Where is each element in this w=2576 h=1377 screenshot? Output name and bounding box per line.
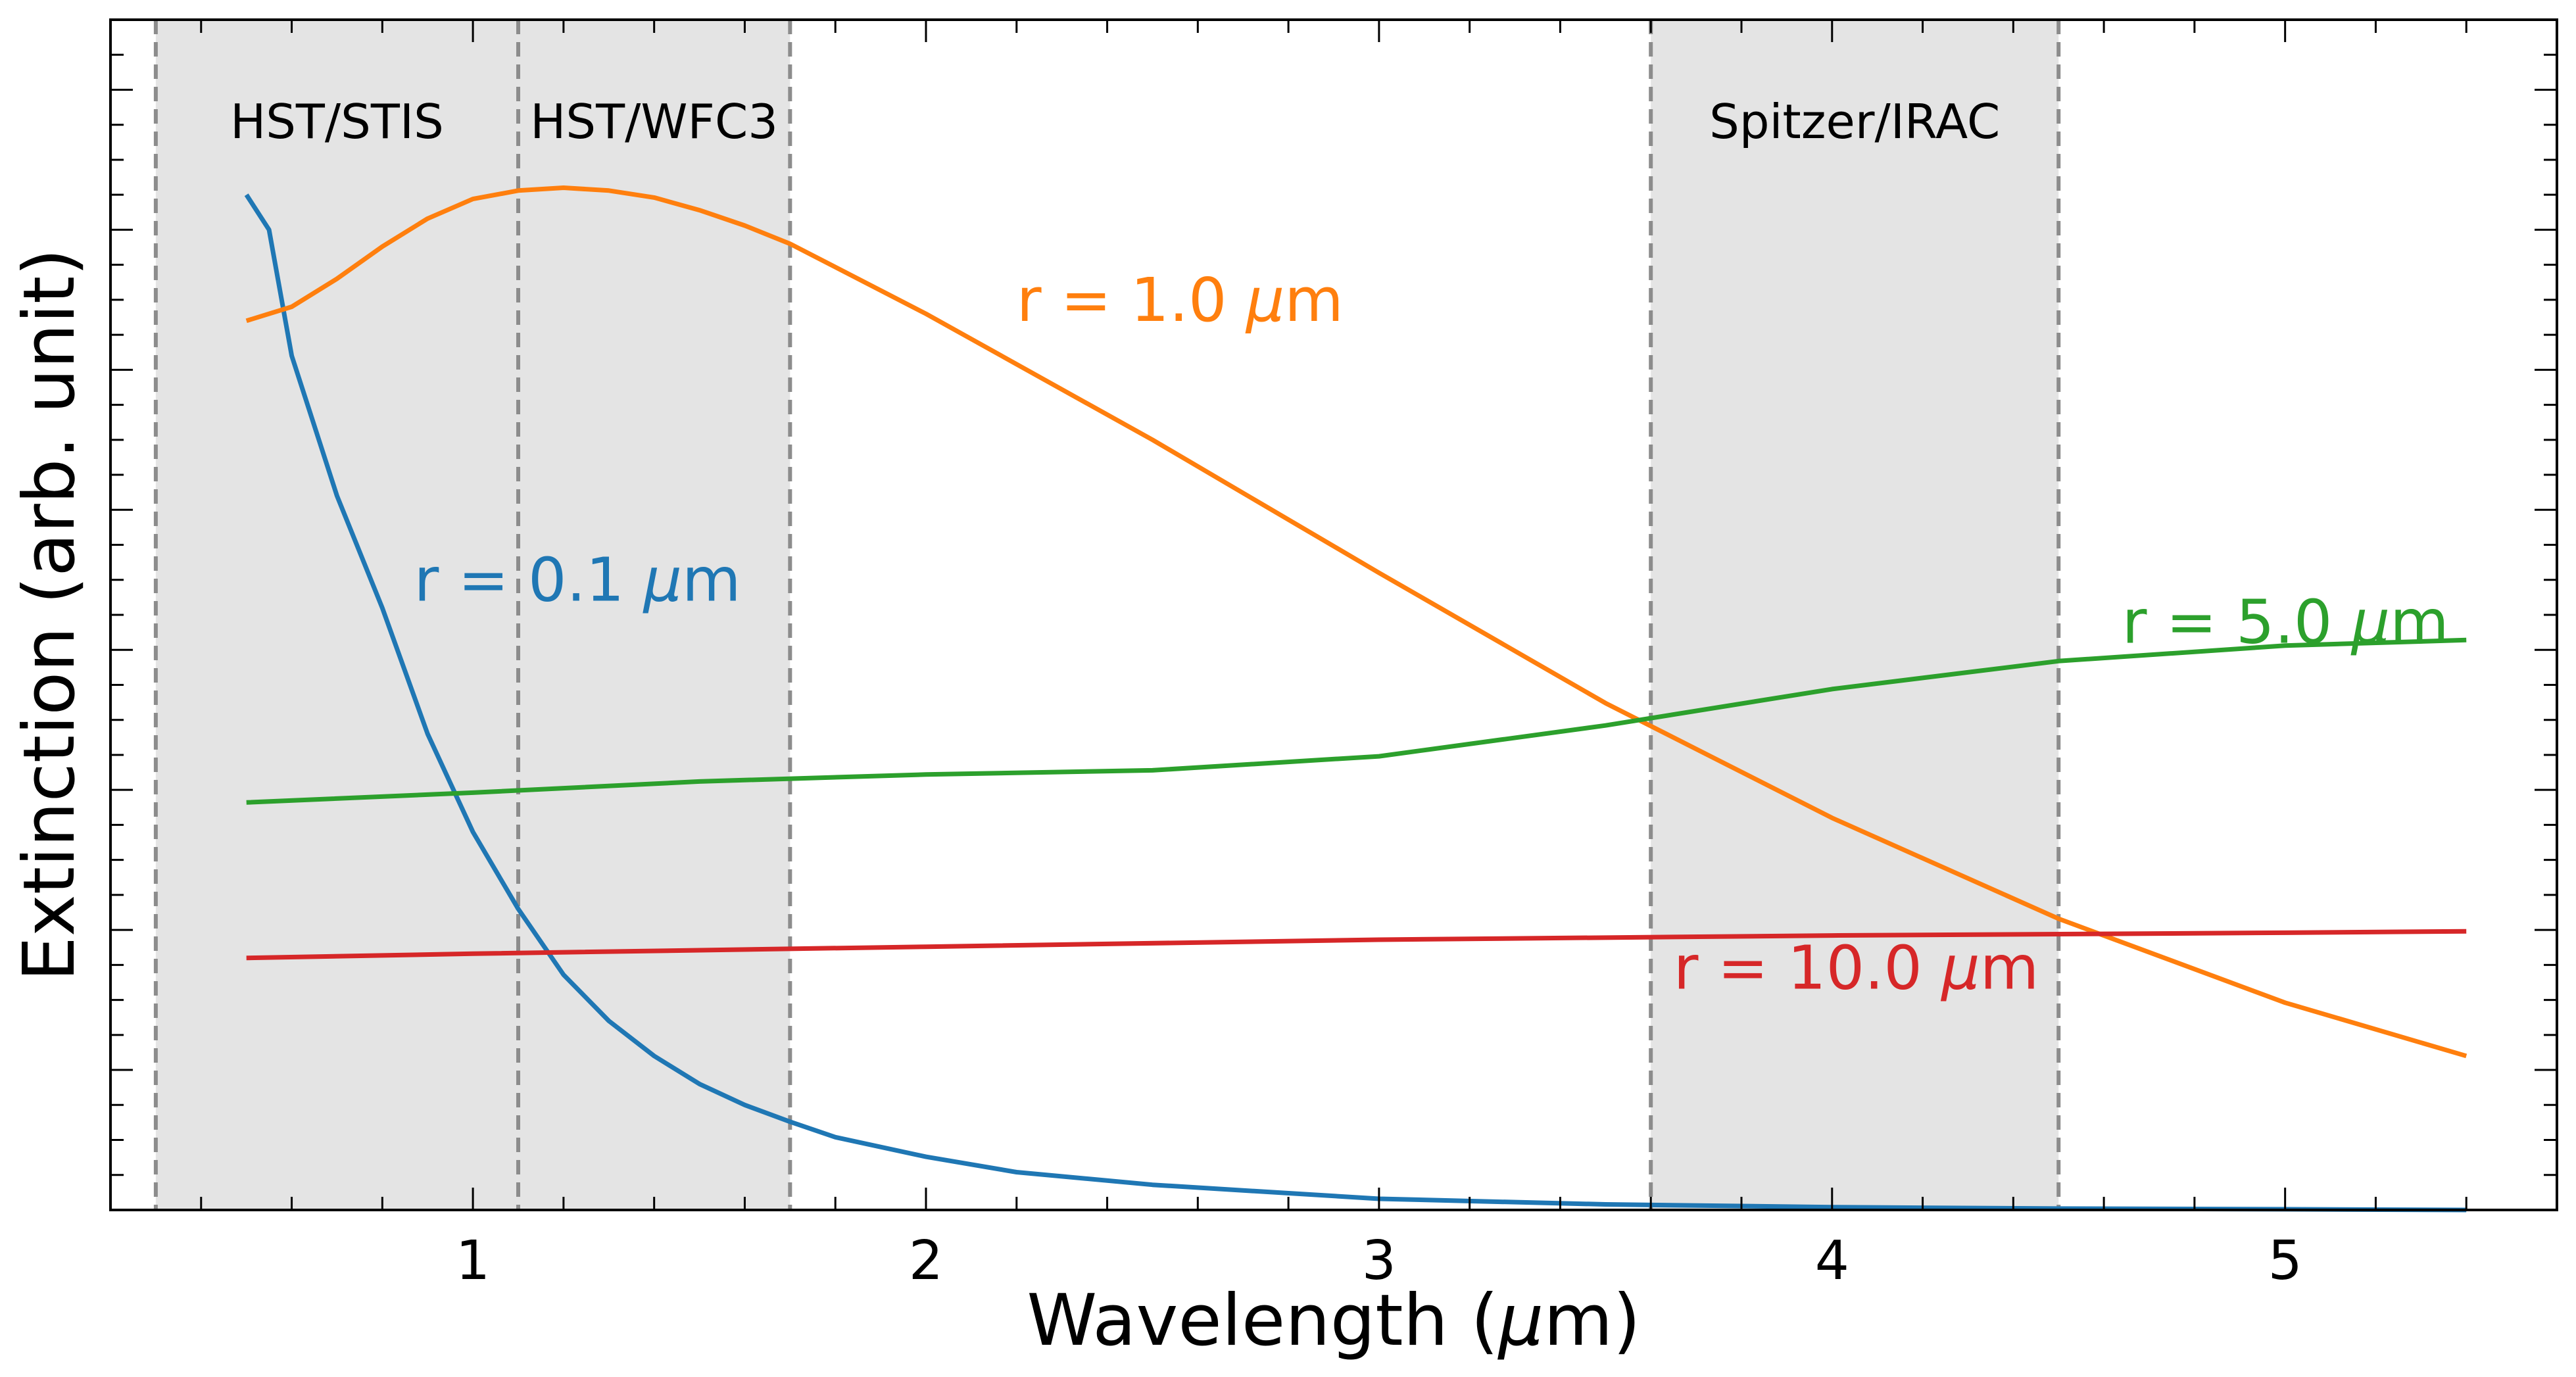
band-hst-wfc3 bbox=[518, 20, 790, 1210]
instrument-bands bbox=[155, 20, 2059, 1210]
axes-frame bbox=[109, 18, 2558, 1211]
series-label-r-10-0-m: r = 10.0 μm bbox=[1674, 933, 2039, 1003]
band-spitzer-irac bbox=[1651, 20, 2059, 1210]
band-hst-stis bbox=[155, 20, 518, 1210]
series-line-r-10-0-m bbox=[246, 929, 2467, 961]
chart-labels: HST/STIS HST/WFC3 Spitzer/IRAC r = 1.0 μm r … bbox=[9, 94, 2449, 1362]
x-tick-label: 1 bbox=[456, 1230, 490, 1292]
band-boundary-lines bbox=[153, 20, 2061, 1210]
x-tick-label: 3 bbox=[1362, 1230, 1396, 1292]
band-label-hst-wfc3: HST/WFC3 bbox=[530, 94, 778, 149]
x-tick-label: 2 bbox=[909, 1230, 943, 1292]
series-label-r-1-0-m: r = 1.0 μm bbox=[1017, 265, 1344, 335]
series-label-r-0-1-m: r = 0.1 μm bbox=[414, 545, 741, 616]
series-lines bbox=[244, 185, 2467, 1213]
x-axis-title: Wavelength (μm) bbox=[1027, 1280, 1640, 1362]
series-line-r-0-1-m bbox=[244, 193, 2467, 1213]
x-tick-label: 5 bbox=[2268, 1230, 2302, 1292]
series-line-r-1-0-m bbox=[245, 185, 2467, 1059]
x-tick-label: 4 bbox=[1815, 1230, 1849, 1292]
series-line-r-5-0-m bbox=[246, 637, 2467, 805]
series-label-r-5-0-m: r = 5.0 μm bbox=[2122, 587, 2449, 658]
y-axis-title: Extinction (arb. unit) bbox=[9, 249, 91, 982]
band-label-spitzer-irac: Spitzer/IRAC bbox=[1709, 94, 2000, 149]
band-label-hst-stis: HST/STIS bbox=[230, 94, 444, 149]
